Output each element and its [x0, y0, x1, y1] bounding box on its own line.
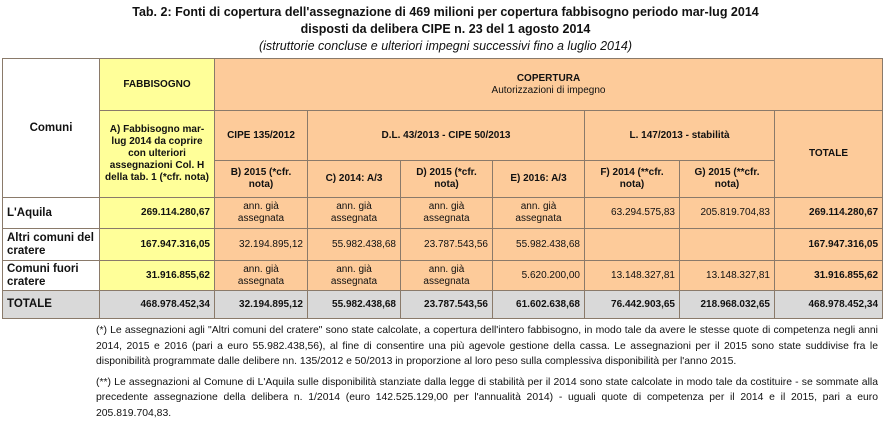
cell-c: ann. già assegnata	[307, 260, 401, 291]
footnote-2: (**) Le assegnazioni al Comune di L'Aqui…	[96, 376, 878, 419]
cell-g: 218.968.032,65	[679, 290, 775, 319]
header-comuni: Comuni	[2, 58, 100, 198]
row-name: TOTALE	[2, 290, 100, 319]
header-copertura: COPERTURA Autorizzazioni di impegno	[213, 58, 884, 111]
table-caption: (istruttorie concluse e ulteriori impegn…	[258, 39, 633, 53]
total-row: TOTALE 468.978.452,34 32.194.895,12 55.9…	[2, 290, 884, 319]
header-col-d: D) 2015 (*cfr. nota)	[400, 160, 493, 198]
table-row: Altri comuni del cratere 167.947.316,05 …	[2, 228, 884, 261]
cell-g	[679, 228, 775, 261]
footnote-1: (*) Le assegnazioni agli "Altri comuni d…	[96, 325, 878, 367]
cell-c: ann. già assegnata	[307, 197, 401, 229]
cell-b: ann. già assegnata	[214, 260, 308, 291]
footnotes: (*) Le assegnazioni agli "Altri comuni d…	[96, 323, 878, 426]
cell-c: 55.982.438,68	[307, 290, 401, 319]
cell-d: ann. già assegnata	[400, 260, 493, 291]
table-subtitle: disposti da delibera CIPE n. 23 del 1 ag…	[300, 22, 591, 36]
copertura-sublabel: Autorizzazioni di impegno	[491, 84, 606, 96]
row-name: Comuni fuori cratere	[2, 260, 100, 291]
cell-a: 269.114.280,67	[99, 197, 215, 229]
cell-f	[584, 228, 680, 261]
table-row: L'Aquila 269.114.280,67 ann. già assegna…	[2, 197, 884, 229]
header-group-dl43: D.L. 43/2013 - CIPE 50/2013	[307, 110, 585, 161]
cell-totale: 269.114.280,67	[773, 197, 884, 229]
cell-d: 23.787.543,56	[400, 290, 493, 319]
header-col-b: B) 2015 (*cfr. nota)	[214, 160, 308, 198]
cell-totale: 167.947.316,05	[773, 228, 884, 261]
row-name: L'Aquila	[2, 197, 100, 229]
cell-f: 63.294.575,83	[584, 197, 680, 229]
header-col-g: G) 2015 (**cfr. nota)	[679, 160, 775, 198]
cell-d: ann. già assegnata	[400, 197, 493, 229]
cell-b: 32.194.895,12	[214, 290, 308, 319]
cell-g: 13.148.327,81	[679, 260, 775, 291]
header-group-cipe135: CIPE 135/2012	[214, 110, 308, 161]
cell-totale: 468.978.452,34	[773, 290, 884, 319]
cell-a: 167.947.316,05	[99, 228, 215, 261]
cell-totale: 31.916.855,62	[773, 260, 884, 291]
row-name: Altri comuni del cratere	[2, 228, 100, 261]
header-col-a: A) Fabbisogno mar-lug 2014 da coprire co…	[99, 110, 215, 198]
cell-e: 5.620.200,00	[492, 260, 585, 291]
cell-a: 31.916.855,62	[99, 260, 215, 291]
cell-b: 32.194.895,12	[214, 228, 308, 261]
header-group-l147: L. 147/2013 - stabilità	[584, 110, 775, 161]
header-col-e: E) 2016: A/3	[492, 160, 585, 198]
cell-a: 468.978.452,34	[99, 290, 215, 319]
cell-e: ann. già assegnata	[492, 197, 585, 229]
cell-e: 61.602.638,68	[492, 290, 585, 319]
cell-d: 23.787.543,56	[400, 228, 493, 261]
header-totale: TOTALE	[773, 110, 884, 198]
table-title: Tab. 2: Fonti di copertura dell'assegnaz…	[132, 5, 759, 19]
funding-table: Comuni FABBISOGNO COPERTURA Autorizzazio…	[2, 58, 884, 319]
cell-b: ann. già assegnata	[214, 197, 308, 229]
cell-g: 205.819.704,83	[679, 197, 775, 229]
cell-c: 55.982.438,68	[307, 228, 401, 261]
table-row: Comuni fuori cratere 31.916.855,62 ann. …	[2, 260, 884, 291]
header-col-c: C) 2014: A/3	[307, 160, 401, 198]
cell-f: 76.442.903,65	[584, 290, 680, 319]
header-col-f: F) 2014 (**cfr. nota)	[584, 160, 680, 198]
cell-f: 13.148.327,81	[584, 260, 680, 291]
header-fabbisogno: FABBISOGNO	[99, 58, 215, 111]
copertura-label: COPERTURA	[516, 72, 581, 84]
cell-e: 55.982.438,68	[492, 228, 585, 261]
